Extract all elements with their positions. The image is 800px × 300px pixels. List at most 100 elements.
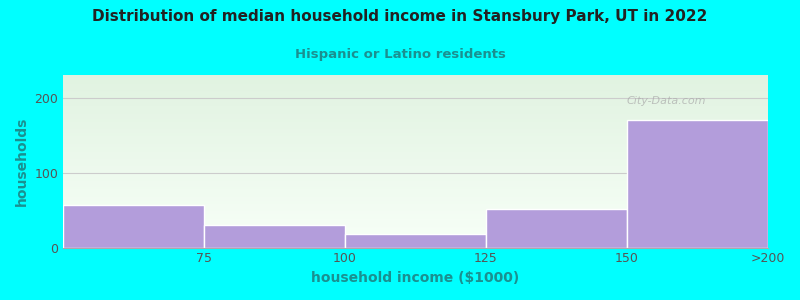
Bar xyxy=(63,111,768,112)
Bar xyxy=(63,133,768,134)
Bar xyxy=(63,95,768,96)
Bar xyxy=(63,158,768,159)
Bar xyxy=(63,113,768,114)
Text: Distribution of median household income in Stansbury Park, UT in 2022: Distribution of median household income … xyxy=(92,9,708,24)
Bar xyxy=(63,229,768,230)
Bar xyxy=(63,174,768,175)
Bar xyxy=(63,128,768,129)
Bar xyxy=(63,126,768,127)
Bar xyxy=(63,88,768,89)
Bar xyxy=(63,223,768,224)
Bar xyxy=(63,232,768,233)
Bar xyxy=(63,212,768,213)
X-axis label: household income ($1000): household income ($1000) xyxy=(311,271,520,285)
Text: City-Data.com: City-Data.com xyxy=(627,96,706,106)
Bar xyxy=(63,222,768,223)
Bar xyxy=(63,207,768,208)
Bar xyxy=(63,239,768,240)
Bar xyxy=(63,136,768,137)
Bar xyxy=(63,213,768,214)
Y-axis label: households: households xyxy=(15,117,29,206)
Bar xyxy=(63,176,768,177)
Bar xyxy=(63,203,768,204)
Bar xyxy=(204,225,345,248)
Bar xyxy=(63,140,768,141)
Bar xyxy=(63,190,768,191)
Bar xyxy=(63,205,204,247)
Bar xyxy=(63,94,768,95)
Bar xyxy=(63,110,768,111)
Bar xyxy=(63,210,768,211)
Bar xyxy=(63,134,768,135)
Bar xyxy=(63,211,768,212)
Bar xyxy=(63,152,768,153)
Bar xyxy=(63,238,768,239)
Bar xyxy=(63,184,768,185)
Bar xyxy=(63,160,768,161)
Bar xyxy=(63,237,768,238)
Bar xyxy=(63,189,768,190)
Bar xyxy=(63,194,768,195)
Bar xyxy=(63,206,768,207)
Bar xyxy=(63,205,768,206)
Bar xyxy=(63,233,768,234)
Bar xyxy=(63,98,768,99)
Bar xyxy=(63,157,768,158)
Bar xyxy=(63,89,768,90)
Bar xyxy=(63,195,768,196)
Bar xyxy=(63,146,768,147)
Bar xyxy=(63,106,768,107)
Bar xyxy=(63,80,768,81)
Bar xyxy=(63,79,768,80)
Bar xyxy=(63,246,768,247)
Bar xyxy=(63,109,768,110)
Bar xyxy=(63,90,768,91)
Bar xyxy=(63,225,768,226)
Bar xyxy=(63,154,768,155)
Bar xyxy=(63,148,768,149)
Bar xyxy=(63,125,768,126)
Bar xyxy=(63,101,768,102)
Bar xyxy=(63,218,768,219)
Bar xyxy=(63,162,768,163)
Bar xyxy=(63,197,768,198)
Bar xyxy=(63,234,768,235)
Bar xyxy=(63,240,768,241)
Bar xyxy=(63,196,768,197)
Bar xyxy=(63,200,768,201)
Bar xyxy=(63,129,768,130)
Bar xyxy=(63,145,768,146)
Bar xyxy=(63,156,768,157)
Bar xyxy=(63,149,768,150)
Bar xyxy=(63,175,768,176)
Bar xyxy=(63,183,768,184)
Bar xyxy=(63,179,768,180)
Bar xyxy=(63,117,768,118)
Bar xyxy=(63,87,768,88)
Bar xyxy=(63,170,768,171)
Bar xyxy=(63,180,768,181)
Bar xyxy=(63,107,768,108)
Bar xyxy=(63,241,768,242)
Bar xyxy=(63,86,768,87)
Bar xyxy=(627,120,768,248)
Bar xyxy=(63,177,768,178)
Bar xyxy=(63,105,768,106)
Bar xyxy=(63,168,768,169)
Bar xyxy=(63,104,768,105)
Bar xyxy=(63,139,768,140)
Bar xyxy=(63,118,768,119)
Bar xyxy=(63,102,768,103)
Bar xyxy=(63,97,768,98)
Bar xyxy=(63,144,768,145)
Bar xyxy=(63,131,768,132)
Bar xyxy=(63,178,768,179)
Bar xyxy=(63,228,768,229)
Bar xyxy=(63,142,768,143)
Bar xyxy=(63,191,768,192)
Bar xyxy=(63,188,768,189)
Bar xyxy=(63,121,768,122)
Bar xyxy=(63,85,768,86)
Bar xyxy=(63,235,768,236)
Bar xyxy=(63,91,768,92)
